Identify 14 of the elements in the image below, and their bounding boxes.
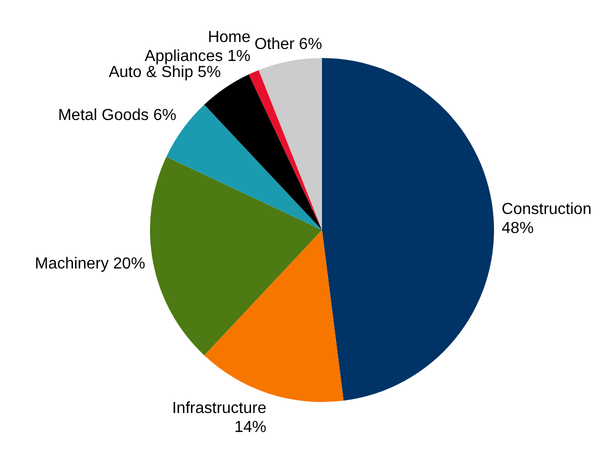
slice-label: Home Appliances 1% xyxy=(144,28,251,65)
slice-label: Construction xyxy=(502,201,592,218)
data-label: 14% xyxy=(234,419,266,436)
pie-slice xyxy=(258,58,322,230)
pie-slice xyxy=(248,70,322,230)
pie-slice xyxy=(322,58,494,401)
slice-label: Metal Goods 6% xyxy=(58,107,176,124)
pie-slice xyxy=(150,156,322,356)
slice-label: Machinery 20% xyxy=(34,256,146,273)
slice-label: Other 6% xyxy=(254,36,322,54)
slice-label: Auto & Ship 5% xyxy=(108,64,221,82)
data-label: 48% xyxy=(502,220,534,238)
slice-label: Infrastructure xyxy=(172,400,266,418)
pie-slice xyxy=(204,230,344,402)
